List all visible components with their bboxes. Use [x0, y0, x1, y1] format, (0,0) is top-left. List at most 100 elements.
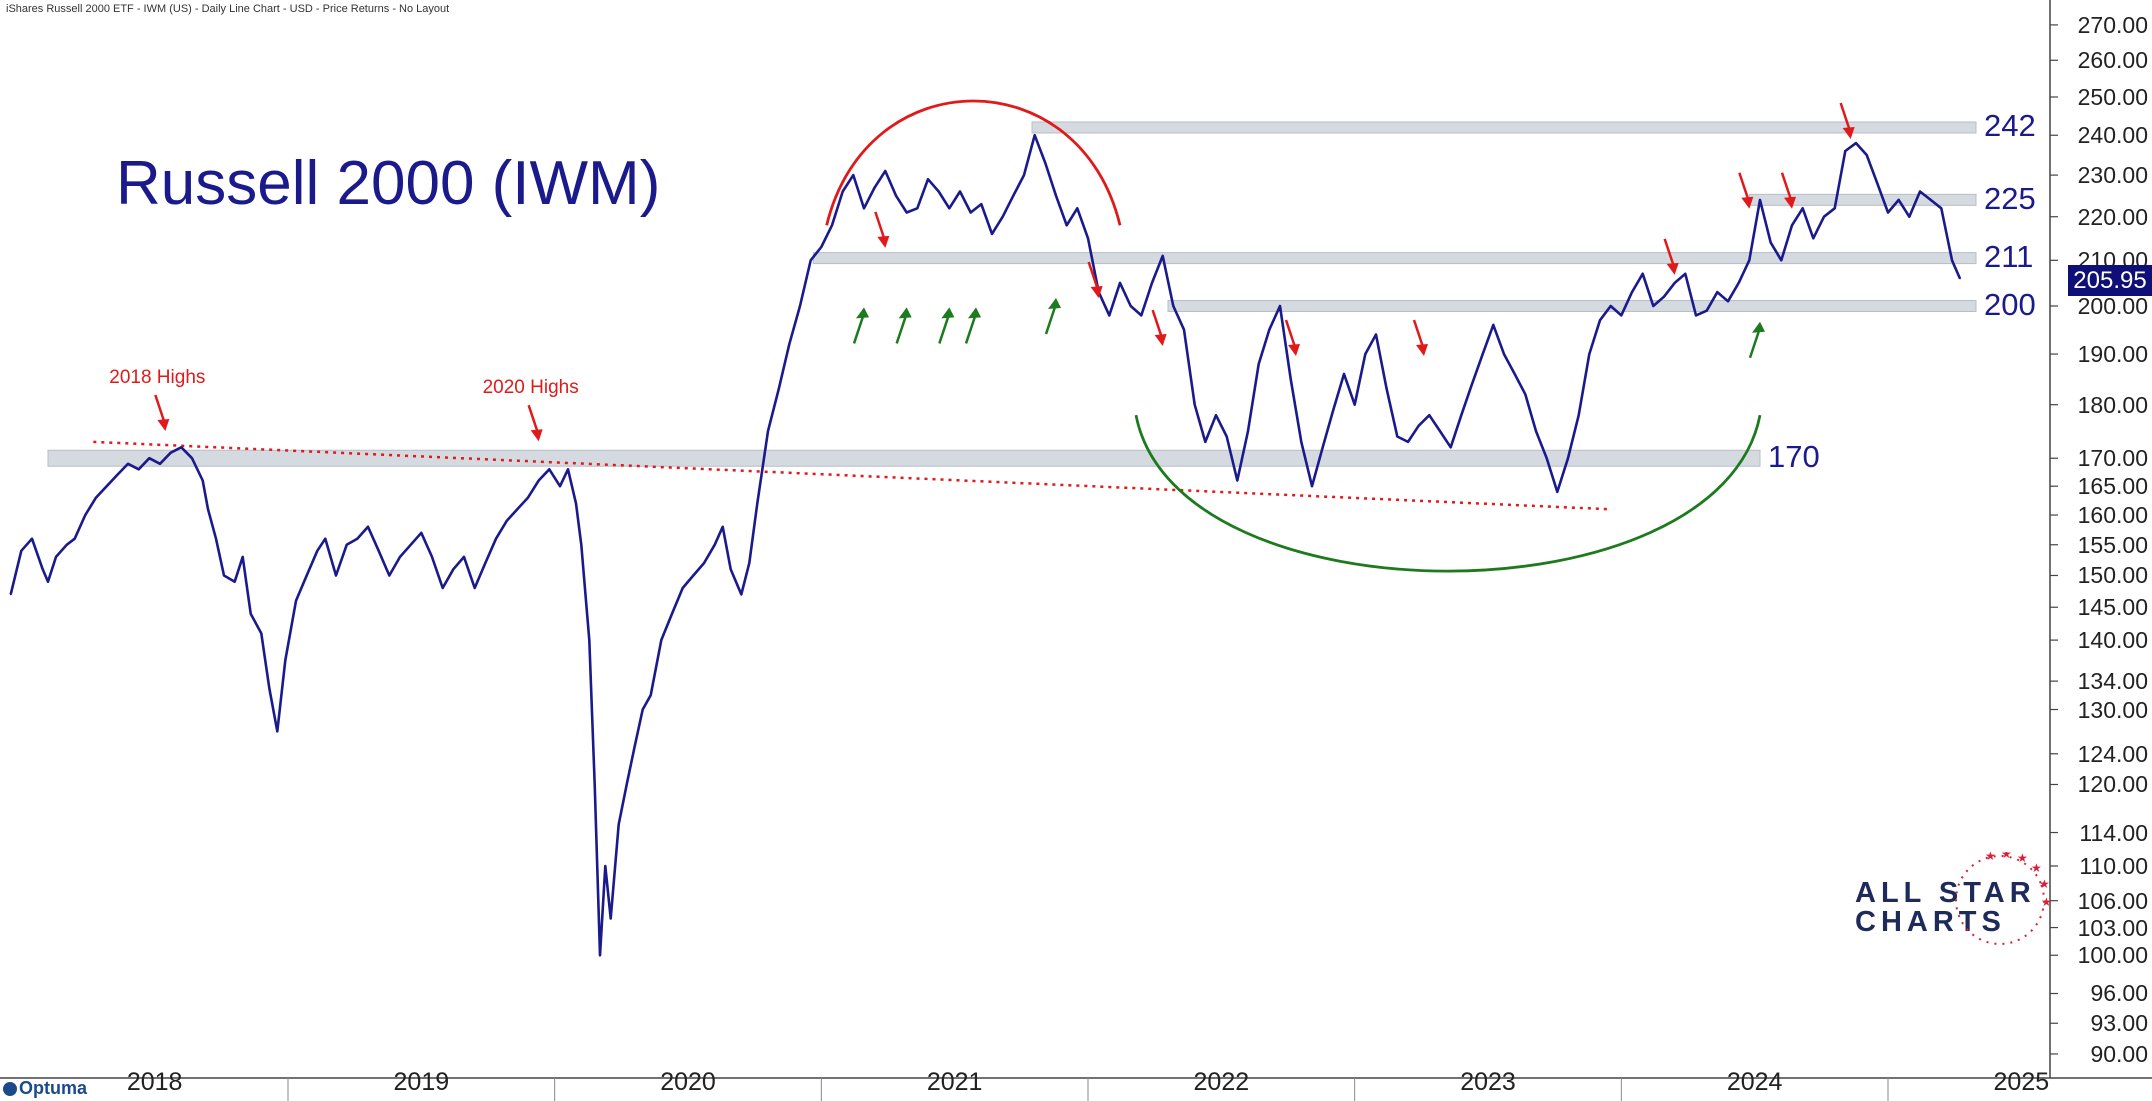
green-arrow: [964, 307, 981, 344]
price-point: [1044, 162, 1047, 164]
price-point: [809, 259, 812, 262]
price-point: [1844, 150, 1847, 152]
svg-text:★: ★: [2001, 852, 2012, 861]
y-tick-label: 134.00: [2077, 668, 2148, 695]
price-point: [1609, 305, 1612, 307]
price-point: [207, 508, 209, 510]
price-point: [1780, 259, 1783, 262]
price-point: [20, 550, 23, 552]
red-arrow: [1780, 172, 1796, 209]
price-point: [1641, 272, 1644, 275]
price-point: [169, 451, 172, 454]
x-tick-label: 2018: [126, 1068, 183, 1096]
y-tick-label: 114.00: [2079, 819, 2148, 846]
chart-title: Russell 2000 (IWM): [116, 149, 661, 218]
support-resistance-band: [1167, 300, 1977, 313]
price-point: [1012, 194, 1015, 197]
price-point: [284, 659, 287, 662]
y-tick-label: 110.00: [2079, 852, 2148, 879]
price-point: [1940, 207, 1943, 210]
price-point: [1769, 241, 1772, 244]
price-point: [649, 694, 652, 697]
y-tick-label: 180.00: [2077, 391, 2148, 418]
price-point: [593, 783, 596, 786]
price-point: [681, 587, 684, 589]
price-point: [1119, 282, 1121, 284]
price-point: [260, 632, 263, 635]
optuma-logo: Optuma: [3, 1078, 87, 1099]
level-label: 200: [1984, 287, 2036, 322]
price-point: [1353, 403, 1356, 406]
price-point: [1620, 314, 1623, 317]
price-point: [1065, 224, 1068, 227]
price-point: [484, 562, 487, 564]
chart-description: iShares Russell 2000 ETF - IWM (US) - Da…: [6, 3, 450, 15]
support-resistance-band: [1748, 193, 1977, 206]
price-point: [1833, 207, 1836, 210]
y-tick-label: 270.00: [2077, 11, 2148, 38]
y-tick-label: 93.00: [2090, 1010, 2148, 1037]
price-point: [1001, 215, 1004, 218]
price-point: [420, 531, 423, 534]
red-arrow: [1151, 309, 1167, 347]
price-point: [1759, 199, 1761, 201]
price-point: [884, 170, 887, 172]
price-point: [1033, 134, 1036, 137]
price-point: [1471, 383, 1473, 385]
price-point: [1140, 314, 1143, 317]
price-point: [148, 457, 151, 460]
price-point: [580, 543, 583, 546]
price-point: [1684, 272, 1687, 275]
price-point: [729, 568, 732, 571]
price-point: [452, 568, 455, 571]
price-point: [1108, 314, 1111, 317]
x-tick-label: 2025: [1993, 1068, 2050, 1096]
green-arrow: [895, 307, 912, 344]
price-point: [295, 599, 297, 602]
price-point: [604, 865, 607, 867]
price-point: [47, 580, 49, 583]
price-point: [65, 543, 68, 546]
y-tick-label: 240.00: [2077, 122, 2148, 149]
y-tick-label: 230.00: [2077, 162, 2148, 189]
price-point: [633, 745, 636, 748]
price-point: [1716, 291, 1719, 293]
price-point: [969, 211, 972, 214]
price-point: [1193, 403, 1196, 406]
price-point: [740, 593, 743, 596]
price-point: [1897, 199, 1900, 201]
x-tick-label: 2019: [393, 1068, 450, 1096]
price-point: [1151, 282, 1153, 284]
price-point: [548, 468, 551, 471]
price-point: [991, 233, 993, 235]
price-point: [180, 446, 183, 449]
price-point: [1929, 199, 1932, 201]
x-tick-label: 2020: [660, 1068, 716, 1096]
price-point: [1908, 215, 1911, 218]
red-arrow: [1284, 319, 1300, 356]
price-point: [1268, 328, 1271, 331]
price-point: [463, 556, 465, 558]
price-point: [1343, 373, 1345, 375]
price-point: [588, 639, 591, 641]
y-tick-label: 260.00: [2077, 47, 2148, 74]
y-tick-label: 200.00: [2077, 293, 2148, 319]
price-point: [1791, 224, 1793, 227]
x-tick-label: 2022: [1193, 1068, 1250, 1096]
y-tick-label: 190.00: [2077, 341, 2148, 368]
price-point: [1364, 353, 1367, 355]
price-point: [1705, 309, 1708, 312]
rounded-bottom-arc: [1134, 414, 1762, 573]
price-point: [567, 468, 569, 471]
annotation-label: 2020 Highs: [482, 377, 579, 399]
price-point: [399, 556, 401, 558]
price-point: [223, 574, 225, 577]
price-point: [95, 496, 97, 499]
star-ring-icon: ★ ★ ★ ★ ★ ★: [1955, 852, 2052, 945]
y-tick-label: 120.00: [2077, 771, 2148, 798]
price-point: [1919, 190, 1921, 193]
svg-text:★: ★: [2017, 852, 2028, 865]
price-point: [1055, 194, 1057, 197]
price-point: [1257, 363, 1260, 365]
price-point: [201, 479, 204, 482]
